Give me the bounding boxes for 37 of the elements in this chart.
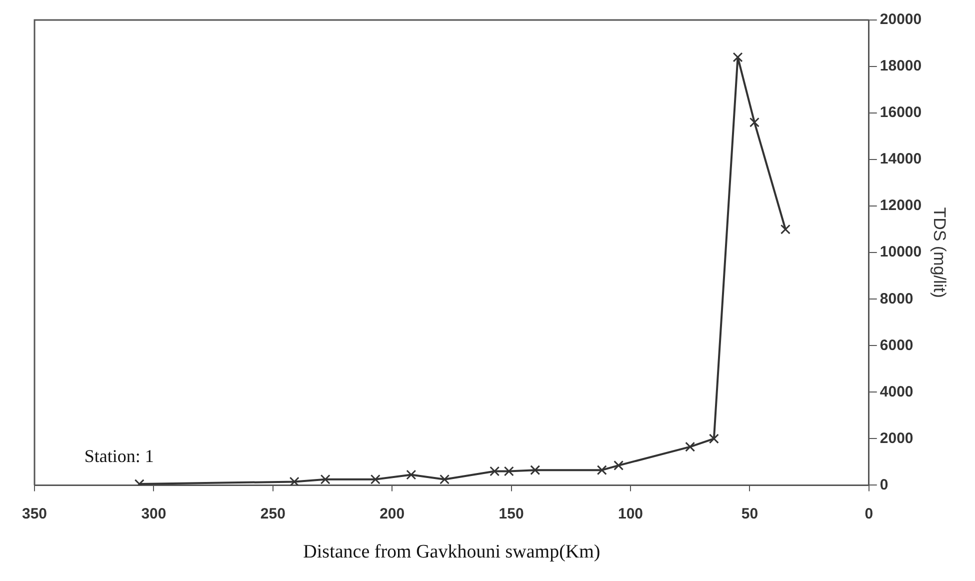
y-tick-label: 18000 [880,58,922,75]
y-tick-label: 14000 [880,150,922,168]
point [596,465,607,476]
y-axis-title: TDS (mg/lit) [930,207,950,298]
x-tick-label: 250 [260,505,286,522]
point [685,442,696,452]
y-tick-label: 4000 [880,383,914,400]
y-tick-label: 0 [880,476,888,494]
annotation: Station: 1 [84,446,154,466]
point [614,460,624,470]
point [370,474,380,484]
point [530,465,540,476]
point [490,466,500,476]
x-tick-label: 0 [864,505,874,522]
y-tick-label: 2000 [880,430,914,447]
point [289,476,300,486]
point [708,434,719,444]
x-axis-title: Distance from Gavkhouni swamp(Km) [303,542,600,563]
x-tick-label: 50 [741,505,758,522]
y-tick-label: 16000 [880,104,922,122]
point [320,474,330,484]
point [440,474,450,484]
y-tick-label: 10000 [880,244,922,261]
y-tick-label: 6000 [880,336,914,354]
y-tick-label: 8000 [880,290,914,308]
x-tick-label: 300 [141,505,166,522]
x-tick-label: 150 [498,505,524,522]
point [406,470,416,480]
point [749,117,760,128]
point [780,224,790,234]
x-tick-label: 100 [618,505,644,522]
y-tick-label: 20000 [880,11,922,28]
y-tick-label: 12000 [880,197,922,214]
x-tick-label: 350 [22,505,48,522]
x-tick-label: 200 [380,505,405,522]
point [504,466,514,476]
point [732,52,743,62]
